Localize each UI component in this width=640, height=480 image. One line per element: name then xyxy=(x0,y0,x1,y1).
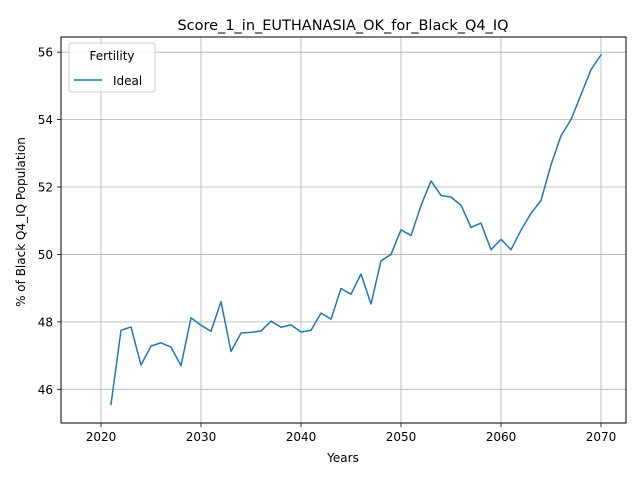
y-tick-label: 48 xyxy=(38,315,53,329)
legend-title: Fertility xyxy=(89,49,134,63)
y-axis-label: % of Black Q4_IQ Population xyxy=(14,137,28,307)
y-tick-label: 56 xyxy=(38,46,53,60)
y-tick-label: 54 xyxy=(38,113,53,127)
y-axis: 46 48 50 52 54 56 xyxy=(38,46,61,397)
x-tick-label: 2020 xyxy=(86,430,117,444)
x-tick-label: 2060 xyxy=(486,430,517,444)
series-line-0 xyxy=(110,53,603,406)
grid xyxy=(61,37,626,423)
y-tick-label: 52 xyxy=(38,181,53,195)
x-tick-label: 2070 xyxy=(586,430,617,444)
y-tick-label: 50 xyxy=(38,248,53,262)
plot-frame xyxy=(60,36,627,424)
legend: Fertility Ideal xyxy=(68,42,156,93)
legend-label-ideal: Ideal xyxy=(113,74,142,88)
chart-title: Score_1_in_EUTHANASIA_OK_for_Black_Q4_IQ xyxy=(177,18,508,34)
x-tick-label: 2030 xyxy=(186,430,217,444)
x-tick-label: 2040 xyxy=(286,430,317,444)
x-axis: 2020 2030 2040 2050 2060 2070 xyxy=(86,423,617,444)
y-tick-label: 46 xyxy=(38,383,53,397)
x-tick-label: 2050 xyxy=(386,430,417,444)
x-axis-label: Years xyxy=(326,451,359,465)
series-layer xyxy=(110,53,603,406)
